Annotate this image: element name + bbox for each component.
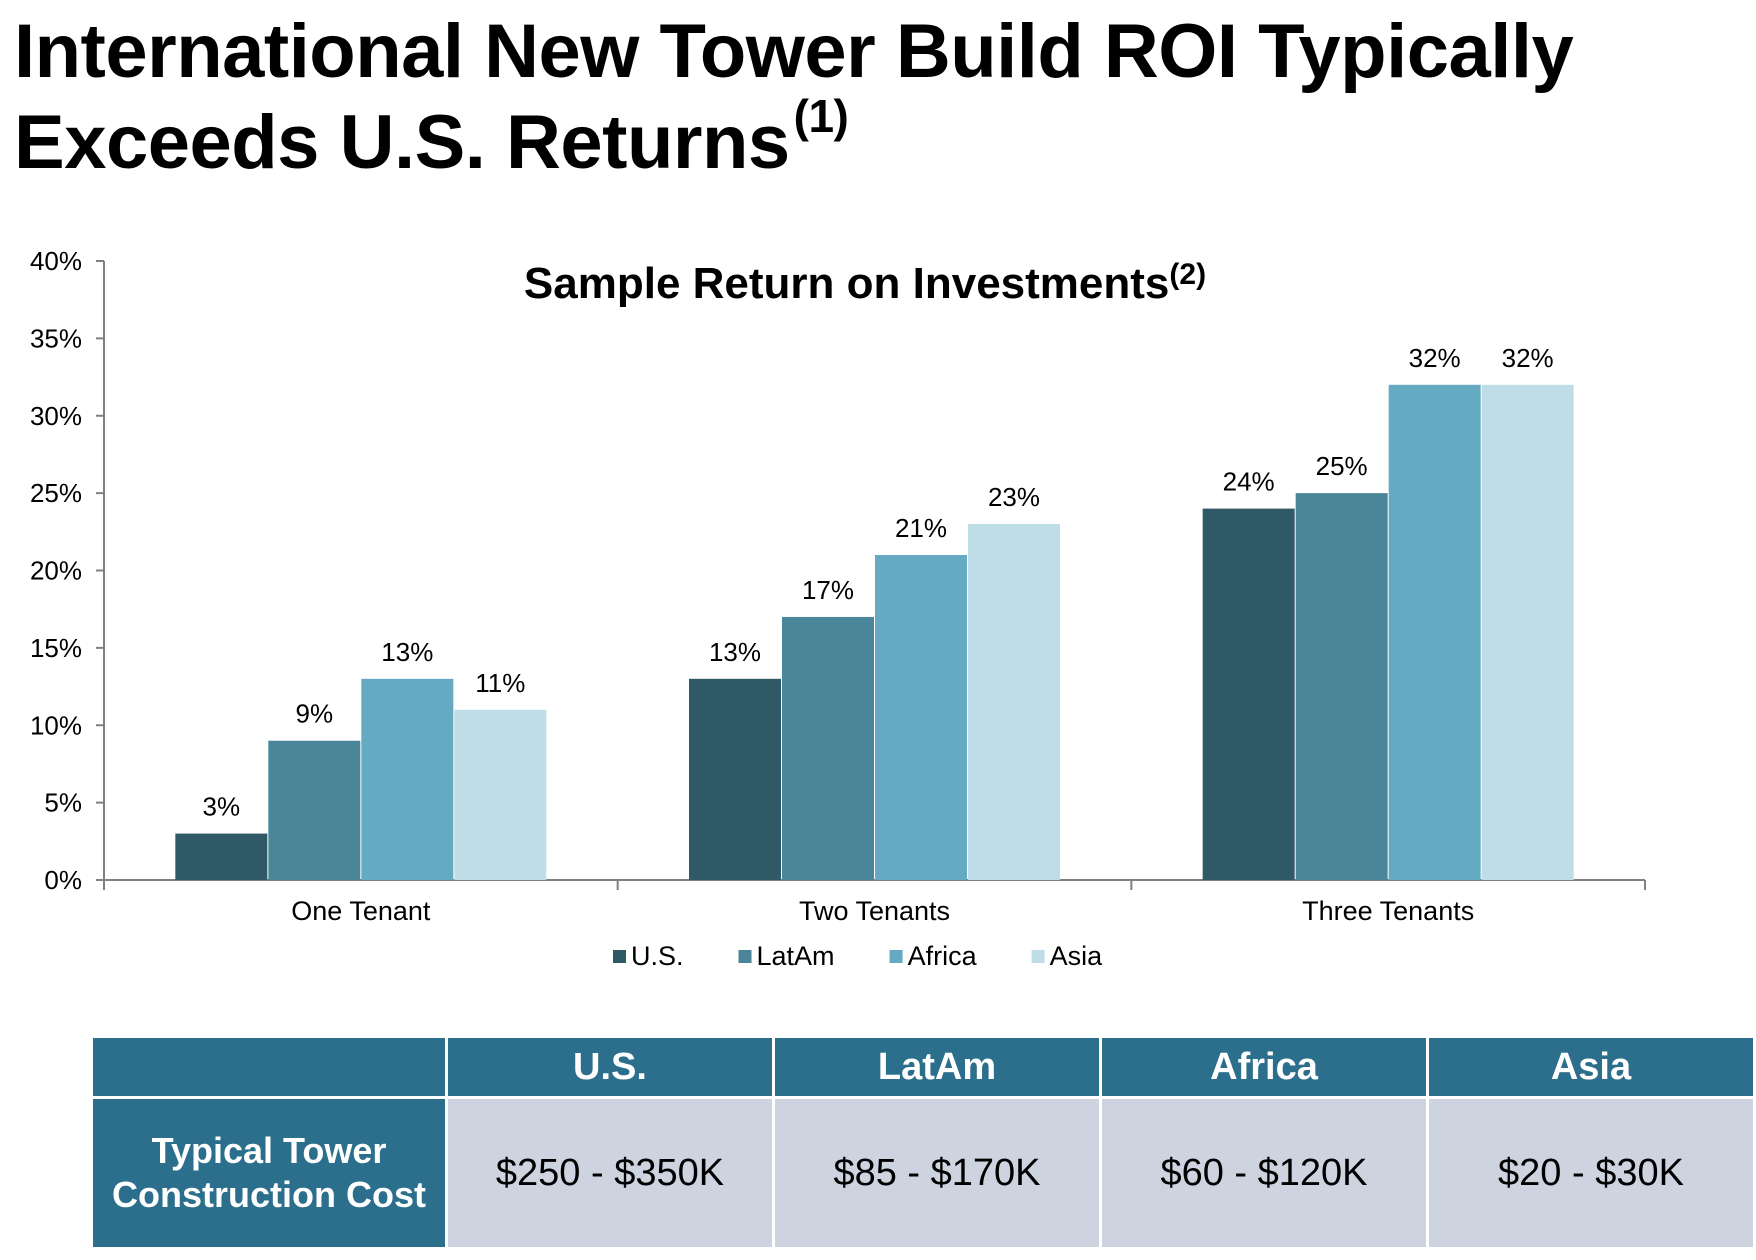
cost-table-cell-latam: $85 - $170K [775,1099,1099,1247]
cost-table-header-asia: Asia [1429,1038,1753,1096]
cost-table-corner [93,1038,445,1096]
bar-data-label: 17% [802,575,854,605]
y-tick-label: 40% [30,246,82,276]
cost-table-header-africa: Africa [1102,1038,1426,1096]
bar [1202,508,1295,880]
bar [361,678,454,880]
page-title-footnote: (1) [793,90,849,142]
bar-data-label: 32% [1502,343,1554,373]
bar [689,678,781,880]
bar [268,740,361,880]
y-tick-label: 20% [30,556,82,586]
cost-table-header-row: U.S. LatAm Africa Asia [93,1038,1753,1096]
bar [782,616,874,880]
bar-data-label: 23% [988,482,1040,512]
x-category-label: Three Tenants [1302,896,1474,926]
y-tick-label: 5% [44,788,82,818]
bar [175,833,268,880]
cost-table-cell-africa: $60 - $120K [1102,1099,1426,1247]
legend-label: Asia [1050,941,1104,971]
construction-cost-table: U.S. LatAm Africa Asia Typical Tower Con… [90,1035,1756,1250]
bar-data-label: 25% [1316,451,1368,481]
y-tick-label: 25% [30,478,82,508]
bar [1388,384,1481,880]
bar-data-label: 3% [203,792,241,822]
bar [968,524,1060,880]
cost-table-header-us: U.S. [448,1038,772,1096]
legend-swatch [613,950,626,963]
bar-data-label: 24% [1223,467,1275,497]
page-title-text: International New Tower Build ROI Typica… [14,9,1574,185]
legend-swatch [889,950,903,963]
page-title: International New Tower Build ROI Typica… [14,6,1714,188]
x-category-label: One Tenant [291,896,431,926]
y-tick-label: 35% [30,323,82,353]
cost-table-cell-asia: $20 - $30K [1429,1099,1753,1247]
bar [454,709,547,880]
bar-data-label: 13% [709,637,761,667]
cost-table-row-label: Typical Tower Construction Cost [93,1099,445,1247]
legend-label: U.S. [631,941,684,971]
cost-table-row: Typical Tower Construction Cost $250 - $… [93,1099,1753,1247]
legend-label: Africa [908,941,978,971]
cost-table-header-latam: LatAm [775,1038,1099,1096]
chart-title-footnote: (2) [1169,258,1206,291]
bar-data-label: 21% [895,513,947,543]
legend-swatch [738,950,752,963]
legend-label: LatAm [757,941,835,971]
bar [1295,493,1388,880]
bar-data-label: 32% [1409,343,1461,373]
chart-title-text: Sample Return on Investments [524,259,1169,308]
roi-bar-chart: Sample Return on Investments(2) 0% 5% 10% 15… [30,246,1646,971]
bar-data-label: 9% [296,699,334,729]
y-tick-label: 10% [30,710,82,740]
x-category-label: Two Tenants [799,896,950,926]
y-tick-label: 0% [44,865,82,895]
y-tick-label: 30% [30,401,82,431]
bar [875,555,967,880]
bar-data-label: 13% [381,637,433,667]
legend-swatch [1031,950,1045,963]
chart-title: Sample Return on Investments(2) [524,258,1206,308]
bar [1481,384,1574,880]
bar-data-label: 11% [475,668,525,698]
cost-table-cell-us: $250 - $350K [448,1099,772,1247]
y-tick-label: 15% [30,633,82,663]
